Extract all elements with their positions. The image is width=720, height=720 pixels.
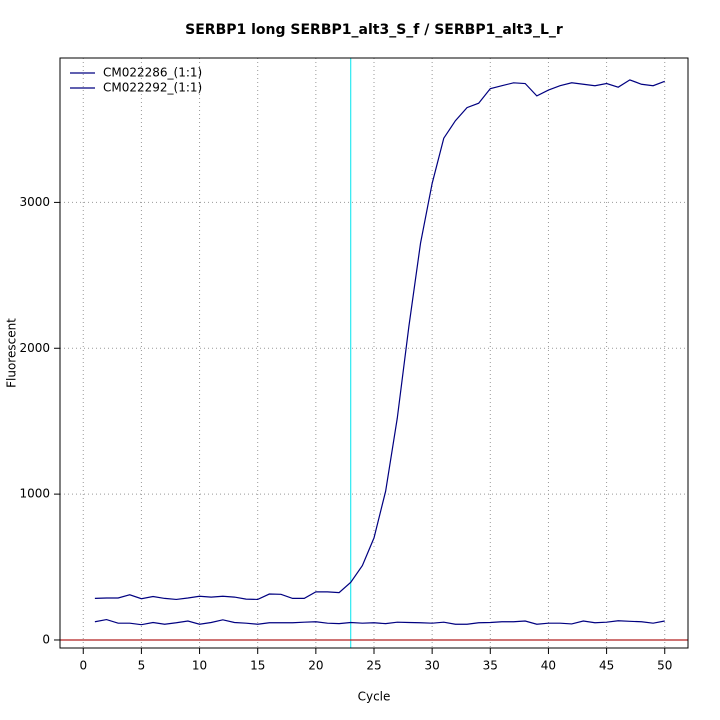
x-tick-label: 25 — [366, 659, 381, 673]
x-tick-label: 0 — [79, 659, 87, 673]
plot-frame — [59, 57, 689, 649]
y-tick-label: 1000 — [19, 487, 50, 501]
x-tick-label: 40 — [541, 659, 556, 673]
legend-label: CM022292_(1:1) — [103, 81, 202, 95]
y-tick-label: 0 — [42, 632, 50, 646]
y-tick-label: 3000 — [19, 195, 50, 209]
y-tick-label: 2000 — [19, 341, 50, 355]
x-axis-label: Cycle — [358, 690, 391, 704]
data-line — [94, 79, 665, 601]
legend-label: CM022286_(1:1) — [103, 66, 202, 80]
x-tick-label: 15 — [250, 659, 265, 673]
data-line — [94, 618, 665, 626]
chart-title: SERBP1 long SERBP1_alt3_S_f / SERBP1_alt… — [185, 22, 563, 38]
x-tick-label: 30 — [425, 659, 440, 673]
x-tick-label: 10 — [192, 659, 207, 673]
x-tick-label: 5 — [138, 659, 146, 673]
x-tick-label: 45 — [599, 659, 614, 673]
x-tick-label: 50 — [657, 659, 672, 673]
x-tick-label: 35 — [483, 659, 498, 673]
x-tick-label: 20 — [308, 659, 323, 673]
y-axis-label: Fluorescent — [5, 318, 19, 388]
